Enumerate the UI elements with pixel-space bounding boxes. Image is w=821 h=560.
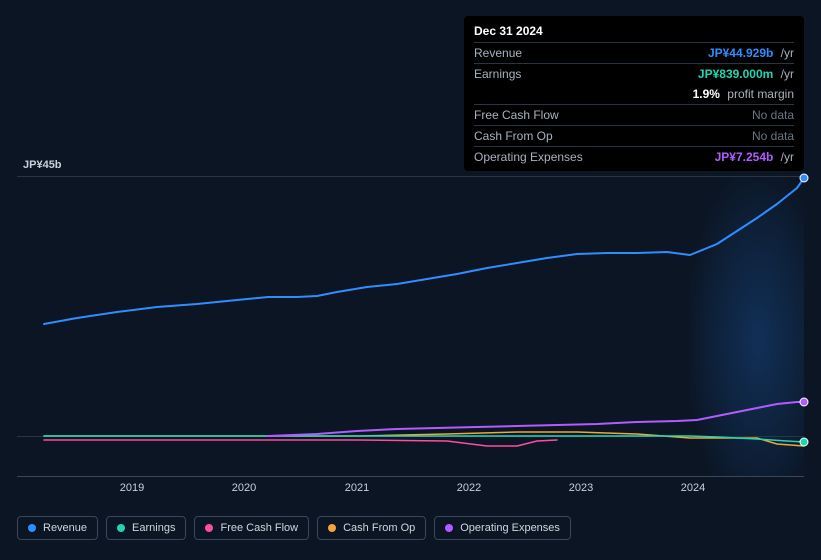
tooltip-row-value: No data [752, 129, 794, 143]
legend-item[interactable]: Cash From Op [317, 516, 426, 540]
y-axis-label-top: JP¥45b [23, 159, 62, 171]
legend-item[interactable]: Free Cash Flow [194, 516, 309, 540]
legend-item[interactable]: Operating Expenses [434, 516, 571, 540]
legend-label: Operating Expenses [460, 522, 560, 534]
tooltip-row-value: JP¥44.929b /yr [708, 46, 794, 60]
tooltip-row: Earnings JP¥839.000m /yr [474, 63, 794, 84]
tooltip-date: Dec 31 2024 [474, 22, 794, 42]
tooltip-row-label: Operating Expenses [474, 150, 583, 164]
legend-label: Cash From Op [343, 522, 415, 534]
legend-label: Earnings [132, 522, 175, 534]
series-earnings-end-dot [800, 438, 808, 446]
tooltip-row-label: Revenue [474, 46, 522, 60]
tooltip-row: Operating Expenses JP¥7.254b /yr [474, 146, 794, 167]
legend-dot-icon [205, 524, 213, 532]
legend-item[interactable]: Revenue [17, 516, 98, 540]
tooltip-row: Revenue JP¥44.929b /yr [474, 42, 794, 63]
legend-dot-icon [28, 524, 36, 532]
tooltip-card: Dec 31 2024 Revenue JP¥44.929b /yr Earning… [464, 16, 804, 171]
tooltip-row: 1.9% profit margin [474, 84, 794, 104]
legend-label: Revenue [43, 522, 87, 534]
legend-item[interactable]: Earnings [106, 516, 186, 540]
series-cash-from-op [44, 432, 804, 446]
chart-svg [17, 176, 804, 476]
x-axis-line [17, 476, 804, 477]
legend: Revenue Earnings Free Cash Flow Cash From O… [17, 516, 571, 540]
tooltip-row-value: JP¥839.000m /yr [698, 67, 794, 81]
series-opex-end-dot [800, 398, 808, 406]
series-revenue-end-dot [800, 174, 808, 182]
legend-dot-icon [117, 524, 125, 532]
tooltip-row-label: Earnings [474, 67, 521, 81]
x-axis-tick: 2024 [681, 482, 705, 494]
legend-dot-icon [445, 524, 453, 532]
series-revenue [44, 178, 804, 324]
tooltip-row: Cash From Op No data [474, 125, 794, 146]
x-axis-tick: 2022 [457, 482, 481, 494]
tooltip-row-value: 1.9% profit margin [693, 87, 794, 101]
tooltip-row-value: JP¥7.254b /yr [715, 150, 794, 164]
x-axis-tick: 2021 [345, 482, 369, 494]
series-operating-expenses [268, 402, 804, 436]
x-axis-tick: 2020 [232, 482, 256, 494]
legend-label: Free Cash Flow [220, 522, 298, 534]
x-axis-tick: 2023 [569, 482, 593, 494]
tooltip-row: Free Cash Flow No data [474, 104, 794, 125]
series-free-cash-flow [44, 440, 557, 446]
x-axis-tick: 2019 [120, 482, 144, 494]
tooltip-row-value: No data [752, 108, 794, 122]
legend-dot-icon [328, 524, 336, 532]
x-axis-ticks: 2019 2020 2021 2022 2023 2024 [17, 482, 804, 498]
tooltip-row-label: Cash From Op [474, 129, 553, 143]
chart-area [17, 176, 804, 476]
tooltip-row-label: Free Cash Flow [474, 108, 559, 122]
